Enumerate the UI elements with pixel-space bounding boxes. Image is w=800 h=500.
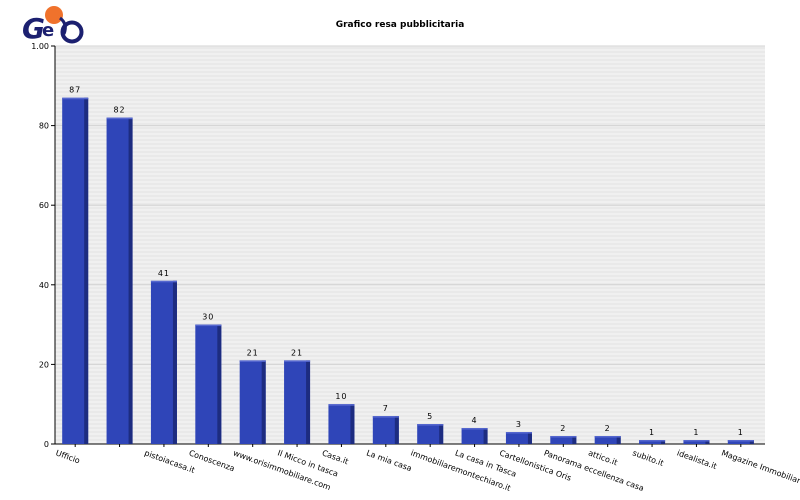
bar-value-label: 7 bbox=[383, 404, 389, 413]
y-tick-label: 1.00 bbox=[31, 42, 49, 51]
bar-top bbox=[328, 404, 355, 406]
bar-value-label: 21 bbox=[247, 348, 259, 357]
bar bbox=[239, 360, 266, 444]
bar-value-label: 2 bbox=[605, 424, 611, 433]
bar-value-label: 3 bbox=[516, 420, 522, 429]
bar-side bbox=[261, 360, 266, 444]
bar-face bbox=[328, 404, 355, 444]
bar bbox=[505, 432, 532, 444]
y-tick-label: 0 bbox=[44, 440, 49, 449]
y-tick-label: 20 bbox=[39, 360, 49, 369]
bar-top bbox=[550, 436, 577, 438]
bar-side bbox=[616, 436, 621, 444]
bar bbox=[106, 117, 133, 444]
bar-face bbox=[461, 428, 488, 444]
bar-face bbox=[372, 416, 399, 444]
bar bbox=[328, 404, 355, 444]
bar-value-label: 87 bbox=[69, 86, 81, 95]
bar bbox=[461, 428, 488, 444]
y-tick-label: 80 bbox=[39, 122, 49, 131]
bar bbox=[372, 416, 399, 444]
bar-top bbox=[639, 440, 666, 442]
bar bbox=[150, 280, 177, 444]
bar-value-label: 5 bbox=[427, 412, 433, 421]
x-tick-label: pistoiacasa.it bbox=[143, 448, 196, 475]
bar-top bbox=[195, 324, 222, 327]
x-tick-label: La mia casa bbox=[365, 448, 413, 473]
bar-top bbox=[372, 416, 399, 418]
x-tick-label: Ufficio bbox=[55, 448, 82, 465]
bar bbox=[683, 440, 710, 444]
bar-value-label: 1 bbox=[738, 428, 744, 437]
bar-face bbox=[284, 360, 311, 444]
bar-top bbox=[461, 428, 488, 430]
bar bbox=[195, 324, 222, 444]
bar-top bbox=[239, 360, 266, 362]
bar-value-label: 4 bbox=[472, 416, 478, 425]
bar-value-label: 2 bbox=[560, 424, 566, 433]
bar-side bbox=[128, 117, 133, 444]
bar-top bbox=[62, 97, 89, 100]
bar-side bbox=[172, 280, 177, 444]
svg-text:G: G bbox=[22, 12, 45, 45]
bar-face bbox=[239, 360, 266, 444]
bar-top bbox=[727, 440, 754, 442]
bar-side bbox=[394, 416, 399, 444]
bar-face bbox=[62, 97, 89, 445]
bar-value-label: 10 bbox=[335, 392, 347, 401]
bar-face bbox=[594, 436, 621, 444]
bar-side bbox=[217, 324, 222, 444]
bar-side bbox=[350, 404, 355, 444]
chart-title: Grafico resa pubblicitaria bbox=[336, 20, 465, 30]
bar-face bbox=[106, 117, 133, 444]
bar-side bbox=[705, 440, 710, 444]
bar-side bbox=[306, 360, 311, 444]
bar-face bbox=[417, 424, 444, 444]
bar-face bbox=[639, 440, 666, 444]
bar-side bbox=[483, 428, 488, 444]
bar bbox=[417, 424, 444, 444]
bar-side bbox=[749, 440, 754, 444]
y-tick-label: 40 bbox=[39, 281, 49, 290]
bar-side bbox=[661, 440, 666, 444]
bar-top bbox=[106, 117, 133, 120]
bar-value-label: 1 bbox=[693, 428, 699, 437]
x-tick-label: Magazine Immobiliare bbox=[720, 448, 800, 487]
bar bbox=[550, 436, 577, 444]
bar-value-label: 30 bbox=[202, 313, 214, 322]
bar-top bbox=[683, 440, 710, 442]
x-tick-label: subito.it bbox=[631, 448, 664, 468]
bar-value-label: 1 bbox=[649, 428, 655, 437]
bar bbox=[62, 97, 89, 445]
bar-side bbox=[527, 432, 532, 444]
bar-top bbox=[150, 280, 177, 283]
bar-side bbox=[439, 424, 444, 444]
bar-face bbox=[550, 436, 577, 444]
bar-value-label: 82 bbox=[113, 106, 125, 115]
bar-face bbox=[683, 440, 710, 444]
bar-face bbox=[195, 324, 222, 444]
bar-face bbox=[727, 440, 754, 444]
bar bbox=[639, 440, 666, 444]
bar bbox=[284, 360, 311, 444]
bar-top bbox=[284, 360, 311, 362]
bar-value-label: 21 bbox=[291, 348, 303, 357]
y-tick-label: 60 bbox=[39, 201, 49, 210]
svg-text:e: e bbox=[42, 20, 54, 41]
bar-top bbox=[594, 436, 621, 438]
bar bbox=[594, 436, 621, 444]
bar-side bbox=[84, 97, 89, 445]
bar-side bbox=[572, 436, 577, 444]
company-logo: G e bbox=[22, 6, 84, 45]
bar-top bbox=[417, 424, 444, 426]
bar-face bbox=[150, 280, 177, 444]
bar-value-label: 41 bbox=[158, 269, 170, 278]
bar-face bbox=[505, 432, 532, 444]
x-tick-label: idealista.it bbox=[676, 448, 718, 471]
bar-top bbox=[505, 432, 532, 434]
bar bbox=[727, 440, 754, 444]
x-tick-label: Casa.it bbox=[321, 448, 350, 466]
